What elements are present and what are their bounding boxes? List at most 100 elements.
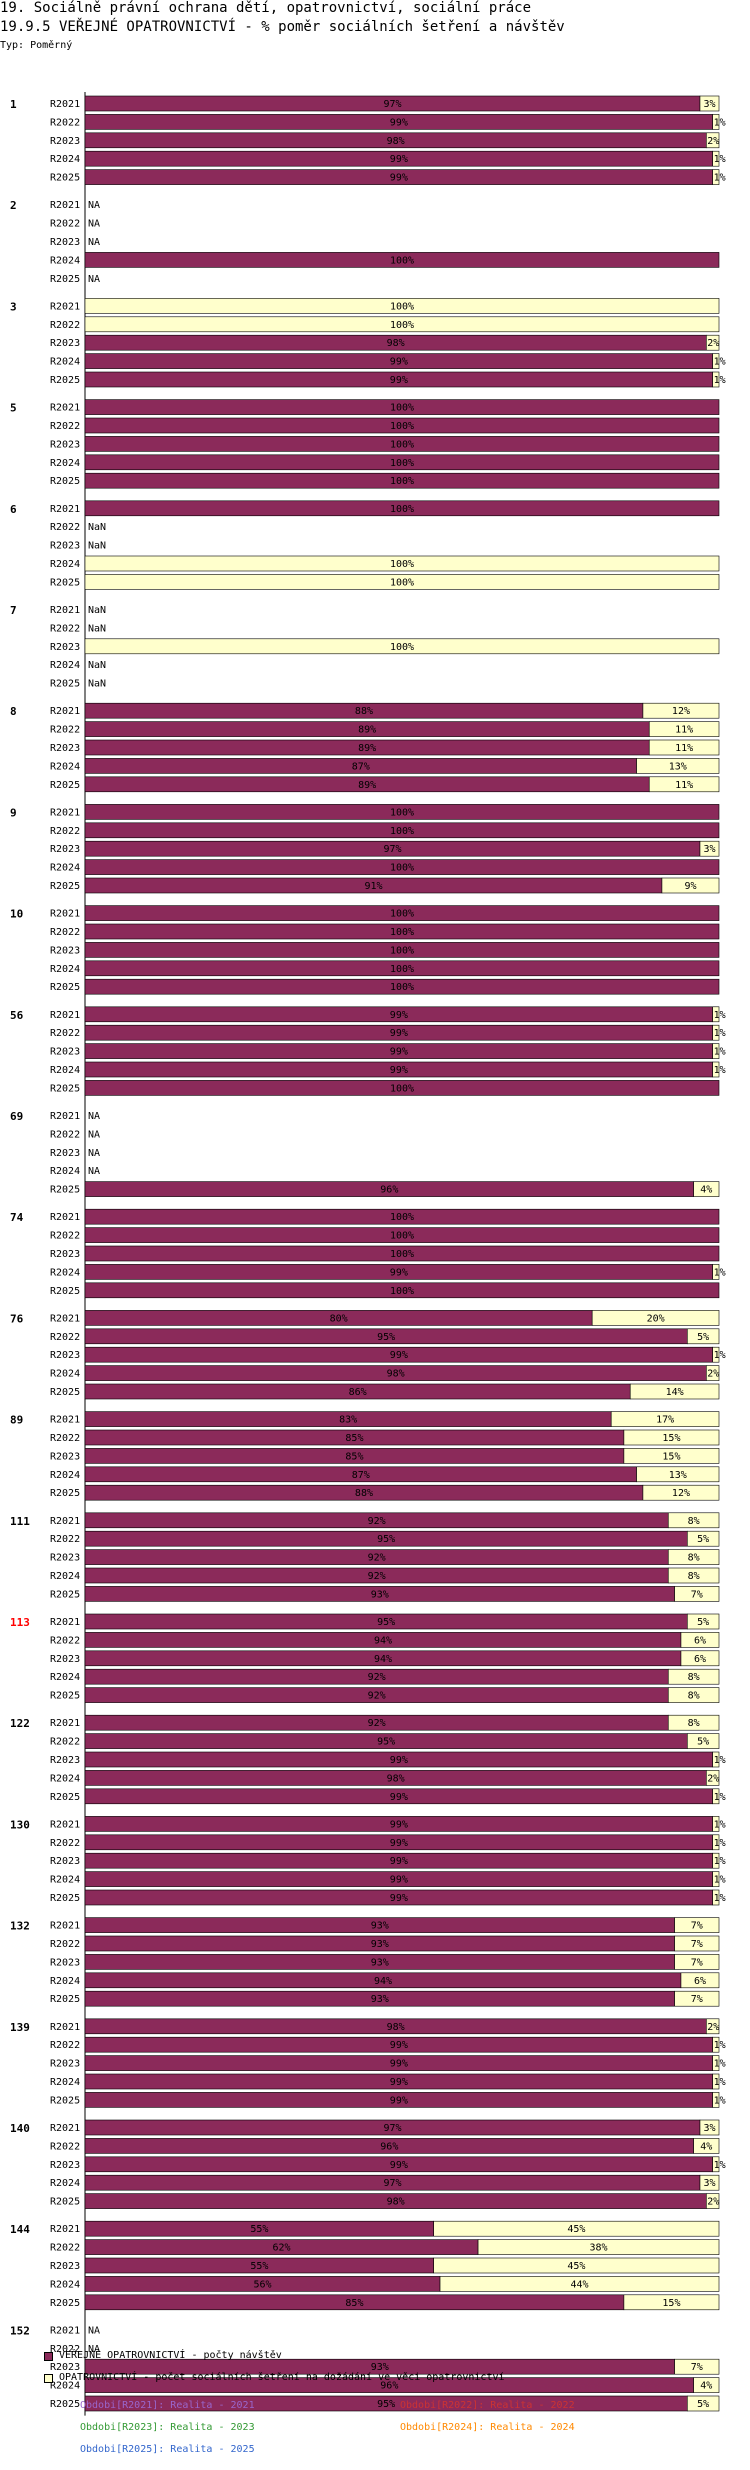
period-label: R2024 bbox=[50, 863, 80, 874]
bar-visits-value: 99% bbox=[390, 1267, 408, 1278]
period-label: R2025 bbox=[50, 476, 80, 487]
period-label: R2024 bbox=[50, 1065, 80, 1076]
period-label: R2025 bbox=[50, 577, 80, 588]
legend-label-investigations: OPATROVNICTVÍ - počet sociálních šetření… bbox=[59, 2372, 505, 2383]
bar-investigations-value: 7% bbox=[691, 1921, 703, 1932]
bar-visits-value: 100% bbox=[390, 909, 414, 920]
chapter-title: 19. Sociálně právní ochrana dětí, opatro… bbox=[0, 0, 532, 16]
bar-investigations bbox=[642, 702, 720, 719]
bar-visits bbox=[84, 942, 720, 958]
period-label: R2021 bbox=[50, 807, 80, 818]
bar-visits-value: 91% bbox=[364, 881, 382, 892]
bar-investigations bbox=[674, 1935, 720, 1952]
bar-visits-value: 97% bbox=[383, 2178, 401, 2189]
bar-investigations-value: 2% bbox=[707, 2197, 719, 2208]
bar-visits-value: 95% bbox=[377, 2399, 395, 2410]
period-label: R2023 bbox=[50, 2059, 80, 2070]
bar-investigations bbox=[439, 2276, 720, 2292]
bar-visits-value: 92% bbox=[368, 1553, 386, 1564]
period-label: R2023 bbox=[50, 338, 80, 349]
period-label: R2021 bbox=[50, 1921, 80, 1932]
bar-visits-value: 100% bbox=[390, 927, 414, 938]
period-label: R2024 bbox=[50, 1672, 80, 1683]
period-label: R2025 bbox=[50, 780, 80, 791]
bar-visits-value: 85% bbox=[345, 1451, 363, 1462]
group-label-69: 69 bbox=[10, 1110, 23, 1123]
bar-investigations-value: 1% bbox=[714, 2059, 726, 2070]
period-r2022: Obdobi[R2022]: Realita - 2022 bbox=[400, 2400, 575, 2411]
bar-investigations-value: 45% bbox=[567, 2261, 585, 2272]
bar-visits-value: 100% bbox=[390, 1231, 414, 1242]
bar-visits-value: 88% bbox=[355, 1488, 373, 1499]
period-label: R2024 bbox=[50, 458, 80, 469]
bar-investigations-value: 12% bbox=[672, 1488, 690, 1499]
bar-investigations bbox=[712, 1264, 720, 1280]
bar-investigations-value: 2% bbox=[707, 338, 719, 349]
period-label: R2024 bbox=[50, 1773, 80, 1784]
bar-investigations bbox=[712, 1061, 720, 1078]
bar-visits-value: 100% bbox=[390, 1286, 414, 1297]
bar-visits-value: 100% bbox=[390, 476, 414, 487]
period-label: R2025 bbox=[50, 2298, 80, 2309]
bar-visits-value: 99% bbox=[390, 173, 408, 184]
period-r2024: Obdobi[R2024]: Realita - 2024 bbox=[400, 2422, 575, 2433]
bar-investigations-value: 38% bbox=[590, 2243, 608, 2254]
period-label: R2021 bbox=[50, 909, 80, 920]
period-label: R2022 bbox=[50, 1231, 80, 1242]
period-label: R2021 bbox=[50, 1212, 80, 1223]
no-data-label: NA bbox=[88, 274, 100, 285]
bar-investigations bbox=[84, 298, 720, 314]
bar-visits-value: 55% bbox=[250, 2261, 268, 2272]
bar-visits bbox=[84, 1080, 720, 1096]
bar-visits-value: 98% bbox=[387, 2022, 405, 2033]
group-label-139: 139 bbox=[10, 2021, 30, 2034]
period-label: R2022 bbox=[50, 826, 80, 837]
group-label-10: 10 bbox=[10, 908, 23, 921]
period-label: R2021 bbox=[50, 1010, 80, 1021]
no-data-label: NaN bbox=[88, 623, 106, 634]
bar-visits-value: 99% bbox=[390, 2040, 408, 2051]
period-label: R2021 bbox=[50, 2123, 80, 2134]
bar-visits-value: 100% bbox=[390, 1212, 414, 1223]
period-label: R2023 bbox=[50, 136, 80, 147]
bar-investigations bbox=[84, 638, 720, 655]
period-label: R2021 bbox=[50, 2022, 80, 2033]
bar-visits bbox=[84, 436, 720, 452]
group-label-132: 132 bbox=[10, 1920, 30, 1933]
bar-investigations bbox=[623, 1448, 720, 1464]
no-data-label: NA bbox=[88, 200, 100, 211]
period-label: R2024 bbox=[50, 1875, 80, 1886]
period-label: R2022 bbox=[50, 1332, 80, 1343]
bar-investigations bbox=[674, 1990, 720, 2007]
bar-visits-value: 99% bbox=[390, 2095, 408, 2106]
bar-investigations-value: 100% bbox=[390, 301, 414, 312]
bar-visits-value: 92% bbox=[368, 1672, 386, 1683]
group-label-9: 9 bbox=[10, 806, 17, 819]
legend-item-visits: VEŘEJNÉ OPATROVNICTVÍ - počty návštěv bbox=[44, 2348, 724, 2370]
bar-visits-value: 99% bbox=[390, 1875, 408, 1886]
bar-visits-value: 92% bbox=[368, 1571, 386, 1582]
bar-visits-value: 96% bbox=[380, 1185, 398, 1196]
period-label: R2025 bbox=[50, 1893, 80, 1904]
no-data-label: NaN bbox=[88, 679, 106, 690]
bar-investigations bbox=[693, 2138, 720, 2154]
period-label: R2023 bbox=[50, 945, 80, 956]
bar-investigations-value: 8% bbox=[688, 1718, 700, 1729]
bar-investigations bbox=[712, 1834, 720, 1851]
period-label: R2025 bbox=[50, 2095, 80, 2106]
period-label: R2022 bbox=[50, 1433, 80, 1444]
bar-investigations-value: 1% bbox=[714, 1010, 726, 1021]
period-label: R2022 bbox=[50, 2040, 80, 2051]
bar-visits bbox=[84, 859, 720, 875]
bar-investigations-value: 8% bbox=[688, 1571, 700, 1582]
bar-visits-value: 100% bbox=[390, 403, 414, 414]
bar-investigations bbox=[712, 371, 720, 388]
period-label: R2022 bbox=[50, 421, 80, 432]
group-label-5: 5 bbox=[10, 402, 17, 415]
legend-label-visits: VEŘEJNÉ OPATROVNICTVÍ - počty návštěv bbox=[59, 2350, 282, 2361]
no-data-label: NA bbox=[88, 1111, 100, 1122]
bar-visits-value: 99% bbox=[390, 375, 408, 386]
period-label: R2024 bbox=[50, 660, 80, 671]
bar-investigations bbox=[712, 1816, 720, 1832]
bar-investigations bbox=[636, 758, 720, 774]
